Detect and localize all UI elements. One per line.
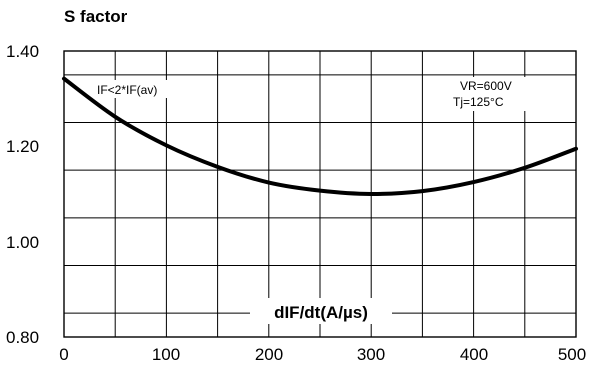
y-tick-label: 0.80 (6, 328, 39, 347)
annotation-temperature: Tj=125°C (453, 95, 504, 109)
x-tick-label: 300 (357, 345, 385, 364)
x-tick-label: 400 (460, 345, 488, 364)
y-tick-label: 1.40 (6, 42, 39, 61)
annotation-left-background (94, 80, 206, 98)
y-tick-label: 1.20 (6, 137, 39, 156)
y-tick-label: 1.00 (6, 233, 39, 252)
y-axis-label: S factor (64, 7, 128, 26)
annotation-voltage: VR=600V (460, 79, 512, 93)
y-tick-labels: 1.40 1.20 1.00 0.80 (6, 42, 39, 347)
x-axis-label: dIF/dt(A/µs) (274, 303, 368, 322)
x-tick-label: 0 (59, 345, 68, 364)
x-tick-labels: 0 100 200 300 400 500 (59, 345, 586, 364)
x-tick-label: 100 (152, 345, 180, 364)
annotation-current-condition: IF<2*IF(av) (97, 83, 157, 97)
x-tick-label: 500 (558, 345, 586, 364)
s-factor-curve (62, 76, 578, 197)
plot-frame (63, 50, 577, 338)
x-tick-label: 200 (255, 345, 283, 364)
x-axis-label-background (250, 298, 392, 324)
annotation-right-background (450, 77, 530, 111)
